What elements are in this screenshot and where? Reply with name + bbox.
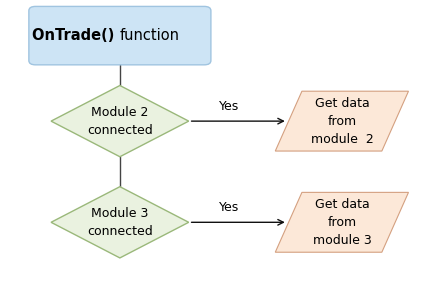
Polygon shape bbox=[51, 86, 189, 157]
Text: Get data
from
module  2: Get data from module 2 bbox=[310, 97, 373, 146]
Polygon shape bbox=[51, 187, 189, 258]
Text: Get data
from
module 3: Get data from module 3 bbox=[313, 198, 371, 247]
Text: Module 3
connected: Module 3 connected bbox=[87, 207, 153, 238]
Text: function: function bbox=[120, 28, 180, 43]
Text: OnTrade(): OnTrade() bbox=[32, 28, 120, 43]
Polygon shape bbox=[275, 192, 408, 252]
Text: Module 2
connected: Module 2 connected bbox=[87, 106, 153, 137]
FancyBboxPatch shape bbox=[29, 7, 211, 65]
Text: Yes: Yes bbox=[218, 99, 239, 113]
Text: Yes: Yes bbox=[218, 201, 239, 214]
Polygon shape bbox=[275, 91, 408, 151]
